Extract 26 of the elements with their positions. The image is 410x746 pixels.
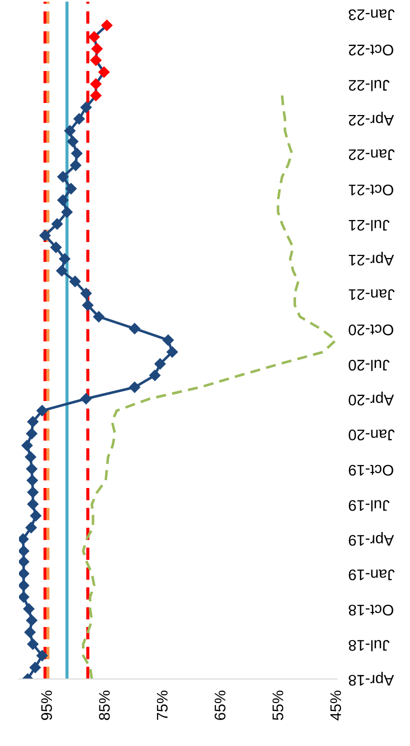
y-tick-label: Apr-18 <box>348 672 394 686</box>
y-tick-label: Jan-23 <box>348 9 395 20</box>
y-tick-label: Jul-18 <box>348 640 390 652</box>
y-tick-label: Jul-20 <box>348 360 390 371</box>
x-tick-label: 75% <box>156 690 168 720</box>
y-tick-label: Apr-21 <box>348 252 394 266</box>
y-tick-label: Jan-21 <box>348 289 395 300</box>
y-tick-label: Oct-19 <box>348 464 394 476</box>
y-tick-label: Jan-19 <box>348 569 395 580</box>
y-tick-label: Jan-20 <box>348 430 395 440</box>
x-tick-label: 55% <box>272 690 284 720</box>
y-tick-label: Apr-19 <box>348 532 394 546</box>
y-tick-label: Apr-22 <box>348 112 394 126</box>
y-tick-label: Jul-22 <box>348 80 390 92</box>
y-tick-label: Jul-19 <box>348 500 390 512</box>
y-tick-label: Oct-20 <box>348 324 394 336</box>
y-tick-label: Jan-22 <box>348 149 395 160</box>
y-tick-label: Jul-21 <box>348 220 390 232</box>
y-tick-label: Oct-18 <box>348 604 394 616</box>
x-tick-label: 45% <box>330 690 342 720</box>
y-tick-label: Oct-22 <box>348 44 394 56</box>
x-tick-label: 95% <box>41 690 52 720</box>
x-tick-label: 65% <box>214 690 226 720</box>
y-tick-label: Oct-21 <box>348 184 394 196</box>
y-tick-label: Apr-20 <box>348 392 394 406</box>
x-tick-label: 85% <box>99 690 110 720</box>
